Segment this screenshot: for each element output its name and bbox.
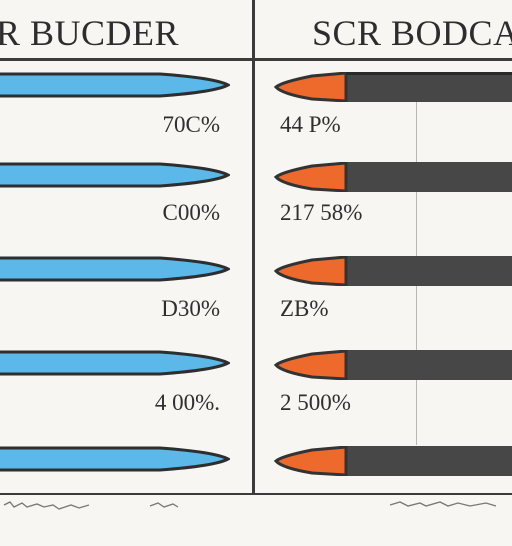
blue-bullet-bar: [0, 256, 230, 282]
blue-bullet-bar: [0, 446, 230, 472]
blue-bullet-bar: [0, 72, 230, 98]
dark-bullet-bar: [273, 350, 512, 380]
left-value: 4 00%.: [154, 390, 220, 415]
right-column-title: SCR BODCA: [312, 13, 512, 53]
footer-rule: [0, 493, 512, 495]
left-value: 70C%: [162, 112, 221, 137]
right-value: 2 500%: [280, 390, 351, 415]
dark-bullet-bar: [273, 162, 512, 192]
footer-scribble: [3, 501, 497, 510]
left-column-title: R BUCDER: [0, 13, 180, 53]
comparison-row: [0, 72, 512, 172]
comparison-row: [0, 446, 512, 546]
blue-bullet-bar: [0, 350, 230, 376]
right-value: ZB%: [280, 296, 329, 321]
comparison-row: [0, 350, 512, 450]
right-value: 44 P%: [280, 112, 341, 137]
right-value: 217 58%: [280, 200, 363, 225]
header-rule: [0, 58, 512, 61]
left-value: C00%: [162, 200, 221, 225]
comparison-row: [0, 256, 512, 356]
column-divider: [252, 0, 255, 494]
dark-bullet-bar: [273, 72, 512, 102]
dark-bullet-bar: [273, 256, 512, 286]
blue-bullet-bar: [0, 162, 230, 188]
dark-bullet-bar: [273, 446, 512, 476]
comparison-row: [0, 162, 512, 262]
comparison-graphic: R BUCDER SCR BODCA 70C% 44 P% C00% 217 5…: [0, 0, 512, 510]
left-value: D30%: [161, 296, 220, 321]
